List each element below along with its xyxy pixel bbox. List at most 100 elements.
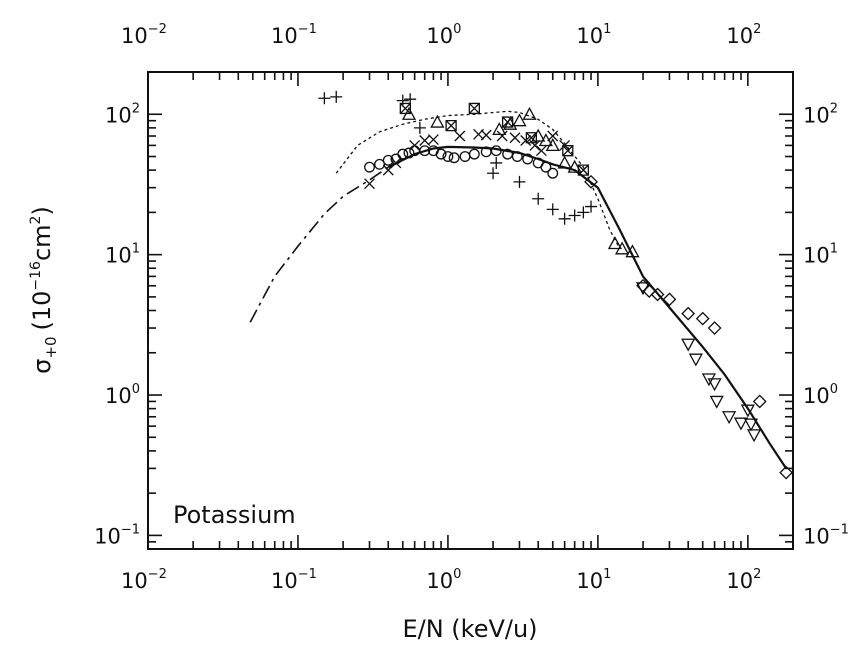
plot-frame <box>147 71 794 550</box>
marker-cross <box>559 139 571 151</box>
marker-triangle-down <box>733 417 749 431</box>
marker-triangle-up <box>512 113 527 127</box>
marker-circle <box>374 158 386 170</box>
marker-plus <box>330 90 343 103</box>
marker-cross <box>364 178 375 190</box>
x-tick-label-bottom: 100 <box>426 567 461 593</box>
y-tick-label-right: 102 <box>803 101 838 127</box>
marker-circle <box>490 145 502 157</box>
axis-ticks <box>147 71 794 550</box>
marker-triangle-down <box>722 411 737 425</box>
marker-circle <box>459 151 471 162</box>
marker-plus <box>413 121 426 134</box>
marker-cross <box>480 129 492 141</box>
marker-circle <box>435 148 447 160</box>
marker-cross <box>496 130 508 142</box>
y-axis-units-mid: cm <box>28 224 56 261</box>
marker-triangle-down <box>709 395 724 409</box>
marker-cross <box>509 132 521 144</box>
y-axis-title: σ+0 (10−16cm2) <box>28 206 60 374</box>
marker-diamond <box>584 174 598 189</box>
marker-plus <box>513 175 526 188</box>
marker-cross <box>454 130 466 142</box>
x-tick-label-top: 100 <box>426 22 461 48</box>
y-axis-units-close: ) <box>28 206 56 215</box>
marker-square-cross <box>445 119 457 132</box>
marker-cross <box>547 130 559 142</box>
marker-plus <box>487 167 500 180</box>
marker-triangle-down <box>635 282 651 296</box>
marker-triangle-up <box>614 241 630 255</box>
annotation-label: Potassium <box>173 501 296 529</box>
marker-circle <box>442 151 454 162</box>
marker-cross <box>520 135 532 146</box>
marker-triangle-up <box>545 138 560 152</box>
marker-triangle-up <box>401 106 417 120</box>
marker-circle <box>540 161 552 173</box>
marker-triangle-up <box>503 116 518 130</box>
marker-triangle-down <box>743 418 759 432</box>
y-axis-units-open: (10 <box>28 291 56 331</box>
x-tick-label-top: 10−1 <box>271 22 317 48</box>
marker-diamond <box>681 306 696 321</box>
x-tick-label-bottom: 10−2 <box>121 567 167 593</box>
marker-triangle-up <box>567 159 582 173</box>
marker-circle <box>547 167 559 179</box>
x-tick-label-bottom: 101 <box>576 567 611 593</box>
marker-circle <box>382 154 394 166</box>
marker-triangle-up <box>430 114 445 128</box>
marker-plus <box>577 206 590 219</box>
marker-diamond <box>695 311 710 326</box>
marker-triangle-up <box>607 236 623 250</box>
marker-cross <box>529 139 541 151</box>
marker-square-cross <box>399 102 411 115</box>
marker-triangle-down <box>707 378 722 392</box>
marker-plus <box>396 94 409 107</box>
marker-circle <box>522 153 534 165</box>
y-tick-label-right: 10−1 <box>803 522 849 548</box>
marker-circle <box>364 161 375 173</box>
marker-triangle-down <box>746 429 762 443</box>
curve-dotted <box>335 110 621 250</box>
marker-plus <box>568 209 581 222</box>
marker-circle <box>419 145 431 157</box>
curve-dash-dot <box>249 166 389 323</box>
marker-plus <box>532 192 545 205</box>
marker-diamond <box>650 287 665 302</box>
marker-circle <box>511 151 523 162</box>
marker-plus <box>585 200 598 213</box>
y-axis-units-exp: −16 <box>28 261 44 291</box>
marker-triangle-down <box>688 353 703 367</box>
marker-cross <box>427 134 439 146</box>
curve-solid <box>387 145 788 470</box>
curves <box>249 110 788 470</box>
y-axis-units-exp2: 2 <box>28 216 44 225</box>
marker-square-cross <box>562 145 574 157</box>
marker-triangle-down <box>681 338 696 352</box>
y-axis-subscript: +0 <box>42 336 60 358</box>
x-axis-title: E/N (keV/u) <box>402 615 537 643</box>
marker-cross <box>535 145 547 157</box>
marker-diamond <box>752 394 767 409</box>
marker-square-cross <box>468 102 480 115</box>
y-tick-label-left: 101 <box>105 242 140 268</box>
plot-border <box>147 71 794 550</box>
x-tick-label-bottom: 102 <box>726 567 761 593</box>
marker-triangle-up <box>522 106 537 120</box>
marker-triangle-up <box>492 122 507 136</box>
y-axis-symbol: σ <box>28 359 56 374</box>
marker-triangle-up <box>557 155 572 169</box>
y-tick-label-left: 102 <box>105 101 140 127</box>
y-tick-label-left: 10−1 <box>94 522 140 548</box>
y-tick-label-right: 100 <box>803 382 838 408</box>
marker-triangle-down <box>740 404 755 418</box>
y-tick-label-left: 100 <box>105 382 140 408</box>
x-tick-label-top: 101 <box>576 22 611 48</box>
x-tick-label-top: 10−2 <box>121 22 167 48</box>
marker-circle <box>468 148 480 160</box>
marker-diamond <box>707 321 722 335</box>
y-tick-label-right: 101 <box>803 242 838 268</box>
x-tick-label-bottom: 10−1 <box>271 567 317 593</box>
marker-circle <box>403 147 415 159</box>
